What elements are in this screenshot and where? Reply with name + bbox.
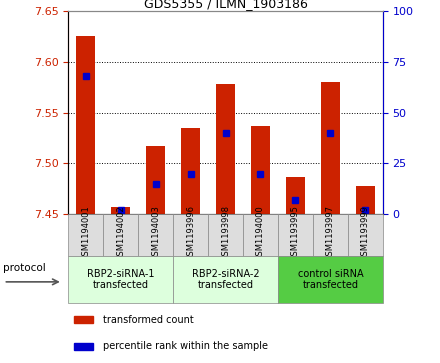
Text: GSM1193996: GSM1193996 bbox=[186, 205, 195, 261]
Bar bbox=[216, 84, 235, 214]
Bar bbox=[146, 146, 165, 214]
Text: GSM1193997: GSM1193997 bbox=[326, 205, 335, 261]
Text: GSM1193999: GSM1193999 bbox=[361, 205, 370, 261]
Text: GSM1194003: GSM1194003 bbox=[151, 205, 160, 261]
Bar bbox=[181, 128, 200, 214]
Text: percentile rank within the sample: percentile rank within the sample bbox=[103, 341, 268, 351]
Bar bbox=[173, 256, 278, 303]
Bar bbox=[138, 214, 173, 256]
Bar bbox=[68, 256, 173, 303]
Title: GDS5355 / ILMN_1903186: GDS5355 / ILMN_1903186 bbox=[143, 0, 308, 10]
Text: RBP2-siRNA-2
transfected: RBP2-siRNA-2 transfected bbox=[192, 269, 259, 290]
Bar bbox=[313, 214, 348, 256]
Text: control siRNA
transfected: control siRNA transfected bbox=[297, 269, 363, 290]
Text: transformed count: transformed count bbox=[103, 315, 194, 325]
Bar bbox=[74, 343, 93, 350]
Bar bbox=[251, 126, 270, 214]
Text: GSM1194000: GSM1194000 bbox=[256, 205, 265, 261]
Bar bbox=[356, 186, 375, 214]
Bar bbox=[68, 214, 103, 256]
Bar bbox=[243, 214, 278, 256]
Bar bbox=[76, 36, 95, 214]
Bar bbox=[348, 214, 383, 256]
Bar bbox=[278, 256, 383, 303]
Bar bbox=[208, 214, 243, 256]
Text: GSM1194002: GSM1194002 bbox=[116, 205, 125, 261]
Bar bbox=[74, 316, 93, 323]
Text: GSM1193995: GSM1193995 bbox=[291, 205, 300, 261]
Text: GSM1193998: GSM1193998 bbox=[221, 205, 230, 261]
Bar bbox=[321, 82, 340, 214]
Text: protocol: protocol bbox=[4, 263, 46, 273]
Text: GSM1194001: GSM1194001 bbox=[81, 205, 90, 261]
Bar bbox=[286, 176, 305, 214]
Bar bbox=[278, 214, 313, 256]
Bar bbox=[103, 214, 138, 256]
Bar bbox=[111, 207, 130, 214]
Bar bbox=[173, 214, 208, 256]
Text: RBP2-siRNA-1
transfected: RBP2-siRNA-1 transfected bbox=[87, 269, 154, 290]
